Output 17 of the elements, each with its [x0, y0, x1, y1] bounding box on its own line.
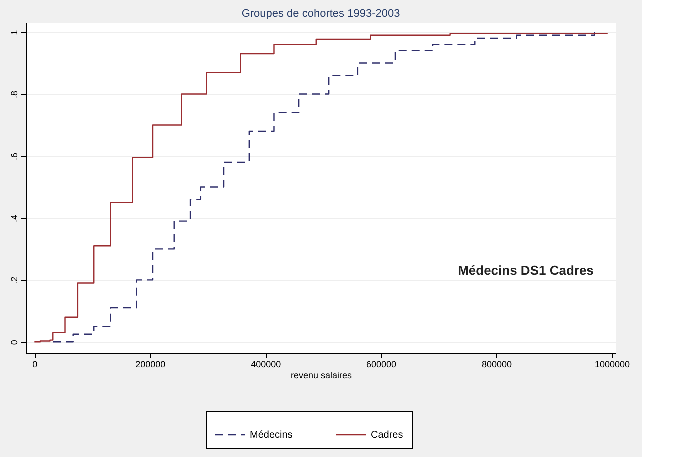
chart-title: Groupes de cohortes 1993-2003: [242, 8, 400, 20]
x-tick-label: 1000000: [594, 360, 630, 370]
y-tick-label: .2: [10, 276, 20, 284]
y-tick-label: .4: [10, 214, 20, 222]
y-tick-label: 0: [10, 340, 20, 346]
x-tick-label: 600000: [366, 360, 397, 370]
x-tick-label: 400000: [251, 360, 282, 370]
y-tick-label: 1: [10, 30, 20, 36]
x-tick-label: 0: [32, 360, 38, 370]
annotation: Médecins DS1 Cadres: [458, 263, 594, 278]
y-tick-label: .6: [10, 152, 20, 160]
x-tick-label: 200000: [136, 360, 166, 370]
legend-label: Cadres: [371, 430, 404, 441]
x-axis-title: revenu salaires: [290, 370, 353, 380]
x-tick-label: 800000: [482, 360, 512, 370]
legend-label: Médecins: [250, 430, 293, 441]
y-tick-label: .8: [10, 91, 20, 99]
